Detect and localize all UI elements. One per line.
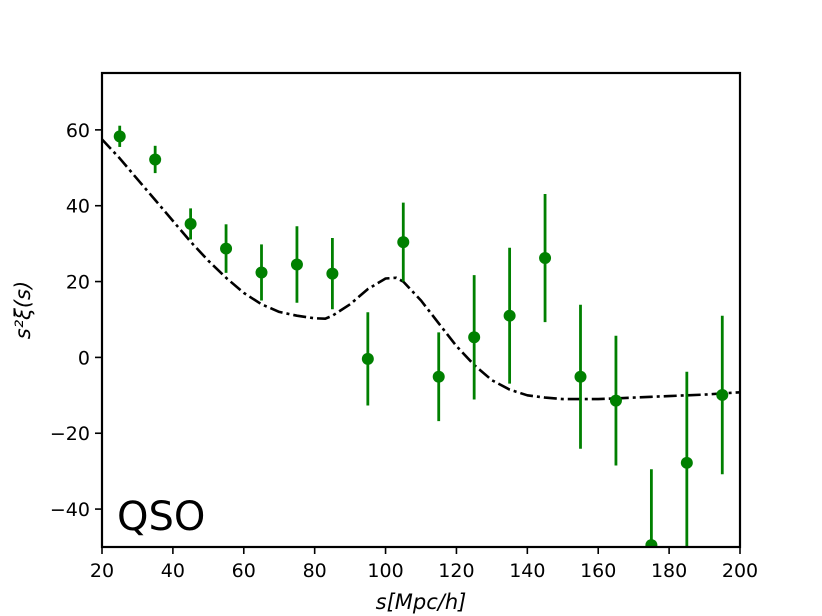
data-point: [609, 394, 622, 407]
fit-curve: [102, 138, 740, 401]
data-points-layer: [113, 125, 729, 547]
x-tick-label: 80: [303, 560, 327, 582]
data-point: [432, 370, 445, 383]
x-tick-label: 180: [651, 560, 687, 582]
data-point: [113, 130, 126, 143]
y-tick-label: 60: [66, 120, 90, 142]
x-tick-label: 200: [722, 560, 758, 582]
x-tick-label: 160: [580, 560, 616, 582]
x-tick-label: 100: [367, 560, 403, 582]
x-tick-label: 40: [161, 560, 185, 582]
y-tick-label: −40: [50, 499, 90, 521]
data-point: [539, 252, 552, 265]
data-point: [290, 258, 303, 271]
plot-frame: [100, 71, 742, 549]
qso-annotation: QSO: [117, 494, 205, 540]
x-axis-label: s[Mpc/h]: [376, 590, 467, 614]
data-point: [255, 266, 268, 279]
data-point: [503, 309, 516, 322]
data-point: [326, 267, 339, 280]
x-tick-label: 20: [90, 560, 114, 582]
data-point: [574, 370, 587, 383]
y-tick-label: 20: [66, 272, 90, 294]
x-axis: 20 40 60 80 100 120 140 160 180 200: [90, 547, 758, 582]
data-point: [149, 153, 162, 166]
data-point: [184, 217, 197, 230]
data-point: [645, 539, 658, 547]
data-point: [397, 236, 410, 249]
y-axis: −40 −20 0 20 40 60: [50, 120, 102, 521]
x-tick-label: 60: [232, 560, 256, 582]
data-point: [468, 331, 481, 344]
data-point: [716, 388, 729, 401]
y-tick-label: 0: [78, 347, 90, 369]
fit-curve-layer: [102, 138, 740, 401]
y-tick-label: 40: [66, 196, 90, 218]
data-point: [220, 242, 233, 255]
x-tick-label: 140: [509, 560, 545, 582]
data-point: [680, 456, 693, 469]
x-tick-label: 120: [438, 560, 474, 582]
y-tick-label: −20: [50, 423, 90, 445]
y-axis-label: s²ξ(s): [11, 281, 35, 339]
data-point: [361, 352, 374, 365]
